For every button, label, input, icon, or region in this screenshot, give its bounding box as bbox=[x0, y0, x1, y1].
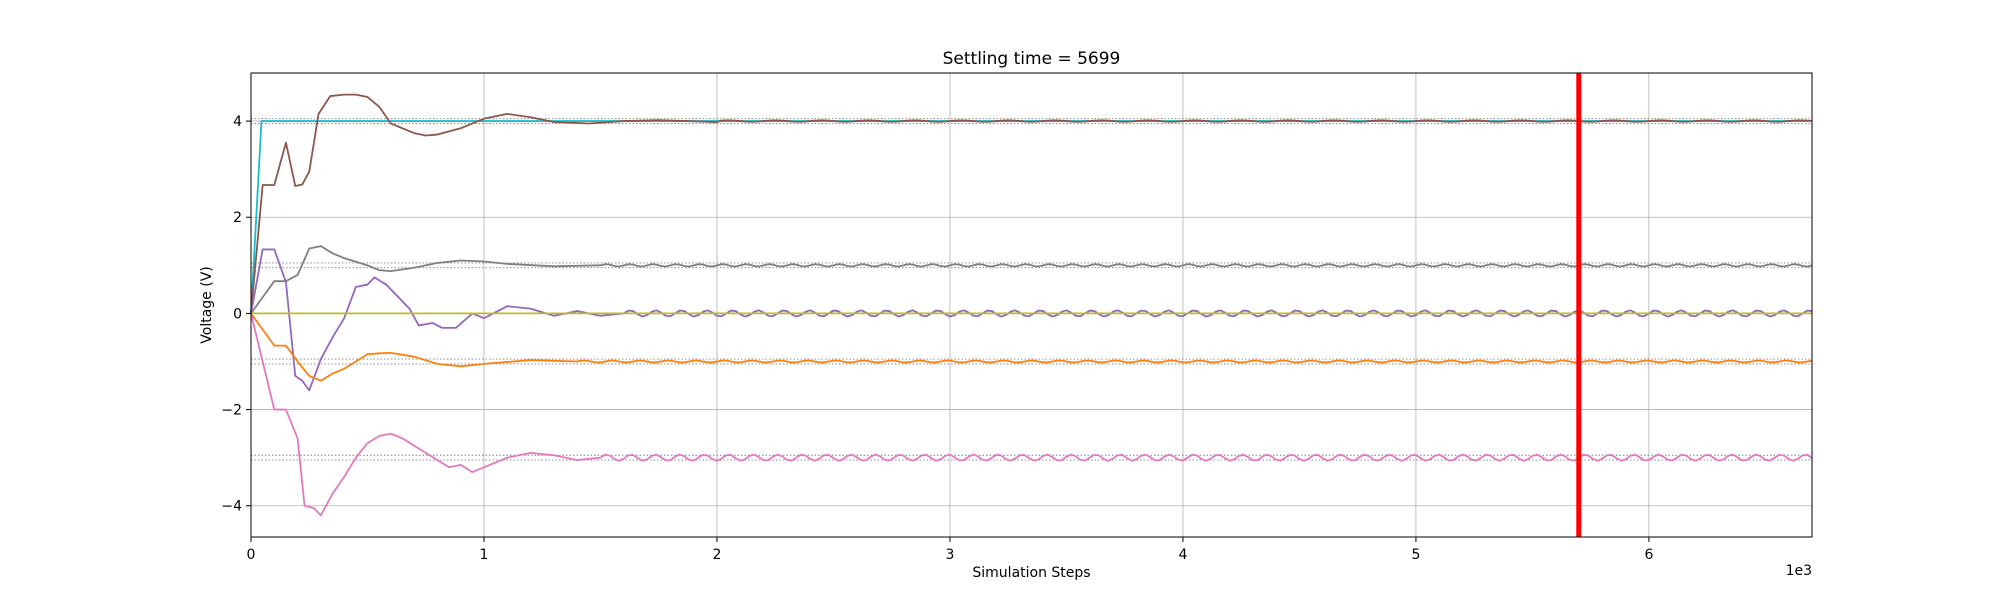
x-tick-label: 0 bbox=[247, 547, 256, 563]
x-axis-label: Simulation Steps bbox=[972, 565, 1090, 581]
chart-title: Settling time = 5699 bbox=[943, 49, 1121, 69]
axis-ticks: 0 1 2 3 4 5 6 −4 −2 0 2 4 bbox=[221, 114, 1653, 563]
x-tick-label: 4 bbox=[1178, 547, 1187, 563]
series-line bbox=[250, 248, 1813, 392]
x-tick-label: 6 bbox=[1644, 547, 1653, 563]
y-tick-label: −4 bbox=[221, 499, 242, 515]
series-lines bbox=[250, 93, 1813, 517]
x-tick-label: 1 bbox=[480, 547, 489, 563]
x-tick-label: 2 bbox=[713, 547, 722, 563]
y-tick-label: 4 bbox=[233, 114, 242, 130]
y-tick-label: −2 bbox=[221, 403, 242, 419]
y-tick-label: 2 bbox=[233, 210, 242, 226]
y-tick-label: 0 bbox=[233, 306, 242, 322]
series-line bbox=[250, 245, 1813, 314]
x-axis-offset-text: 1e3 bbox=[1786, 563, 1812, 579]
tolerance-bands bbox=[251, 118, 1812, 461]
series-line bbox=[250, 312, 1813, 382]
y-axis-label: Voltage (V) bbox=[199, 266, 215, 343]
series-line bbox=[250, 313, 1813, 517]
x-tick-label: 5 bbox=[1411, 547, 1420, 563]
series-line bbox=[250, 93, 1813, 314]
x-tick-label: 3 bbox=[945, 547, 954, 563]
plot-frame bbox=[250, 72, 1813, 538]
